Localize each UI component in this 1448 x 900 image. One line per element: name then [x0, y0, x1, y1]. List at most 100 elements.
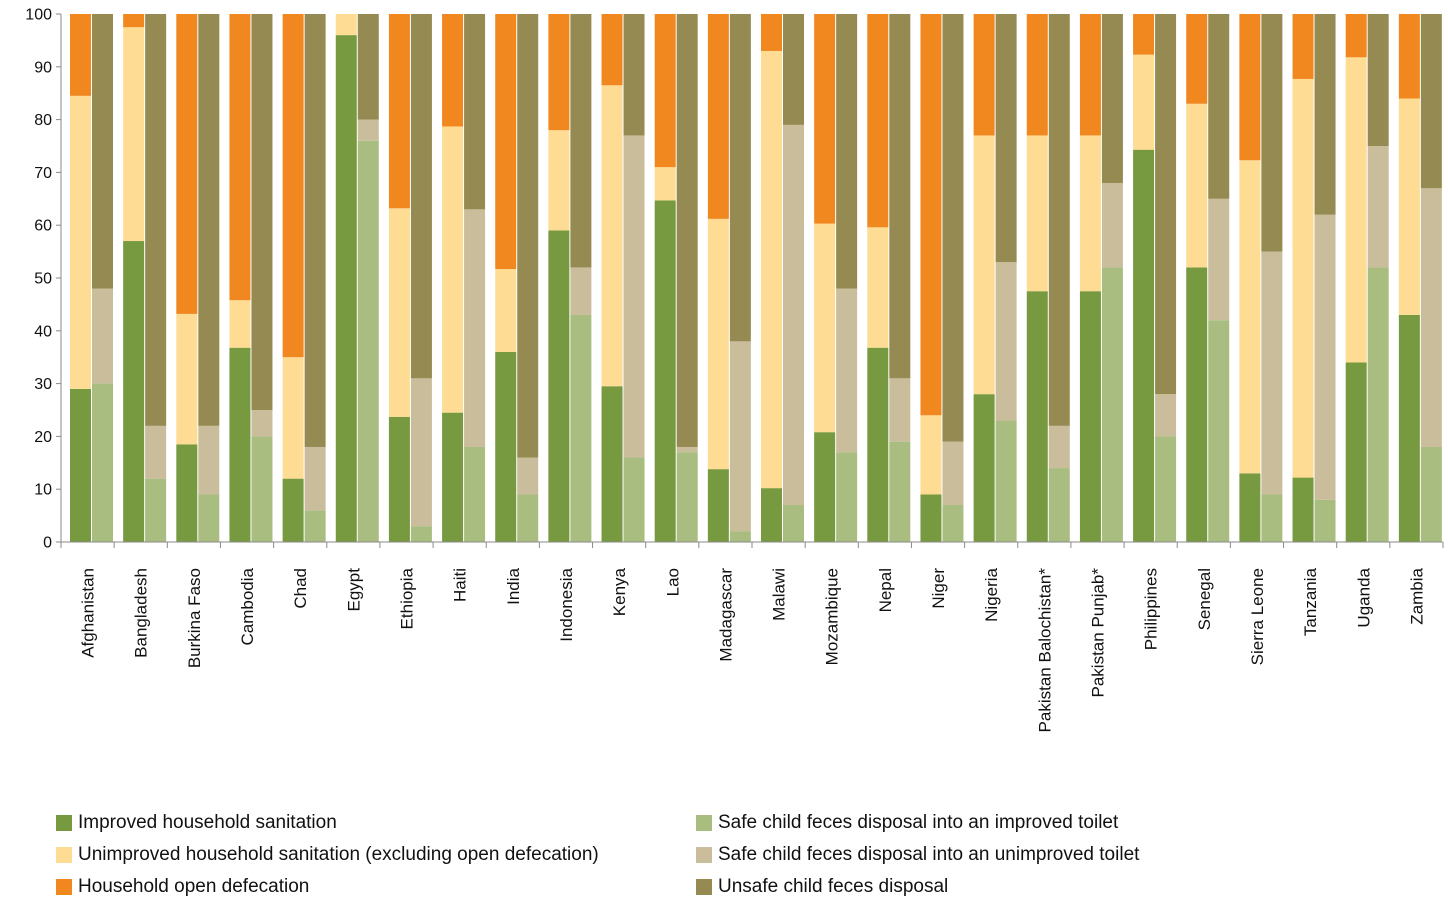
disposal-bar-uganda-unsafe-child-feces-disposal [1367, 14, 1389, 146]
household-bar-cambodia-household-open-defecation [229, 14, 251, 301]
household-bar-afghanistan-unimproved-household-sanitation-excluding-open-defecation [70, 95, 91, 389]
disposal-bar-madagascar-safe-child-feces-disposal-into-an-unimproved-toilet [729, 341, 751, 532]
household-bar-malawi-unimproved-household-sanitation-excluding-open-defecation [761, 50, 782, 489]
household-bar-nepal-improved-household-sanitation [867, 347, 889, 542]
x-category-label-philippines: Philippines [1142, 568, 1161, 650]
household-bar-pakistan-balochistan-unimproved-household-sanitation-excluding-open-defecation [1026, 135, 1048, 292]
y-tick-label: 90 [34, 59, 52, 76]
axes-layer [56, 13, 1444, 548]
disposal-bar-chad-unsafe-child-feces-disposal [304, 14, 326, 447]
household-bar-kenya-improved-household-sanitation [601, 386, 623, 542]
legend-label: Safe child feces disposal into an unimpr… [718, 844, 1140, 865]
disposal-bar-senegal-safe-child-feces-disposal-into-an-improved-toilet [1208, 320, 1230, 542]
household-bar-indonesia-unimproved-household-sanitation-excluding-open-defecation [548, 130, 570, 231]
household-bar-sierra-leone-household-open-defecation [1239, 14, 1261, 161]
disposal-bar-tanzania-safe-child-feces-disposal-into-an-improved-toilet [1314, 499, 1336, 542]
household-bar-bangladesh-improved-household-sanitation [123, 241, 145, 543]
x-category-label-madagascar: Madagascar [716, 568, 735, 662]
disposal-bar-bangladesh-safe-child-feces-disposal-into-an-unimproved-toilet [145, 425, 167, 479]
household-bar-philippines-unimproved-household-sanitation-excluding-open-defecation [1133, 54, 1155, 150]
household-bar-egypt-improved-household-sanitation [335, 35, 357, 543]
household-bar-lao-improved-household-sanitation [654, 200, 676, 542]
disposal-bar-uganda-safe-child-feces-disposal-into-an-unimproved-toilet [1367, 146, 1389, 268]
household-bar-chad-improved-household-sanitation [282, 478, 304, 542]
household-bar-chad-household-open-defecation [282, 14, 304, 358]
x-category-label-malawi: Malawi [770, 568, 789, 621]
legend-item-household-open-defecation: Household open defecation [56, 874, 309, 900]
household-bar-haiti-unimproved-household-sanitation-excluding-open-defecation [442, 126, 464, 413]
x-category-label-senegal: Senegal [1195, 568, 1214, 630]
legend-item-unsafe-disposal: Unsafe child feces disposal [696, 874, 948, 900]
legend-swatch [696, 815, 712, 831]
disposal-bar-burkina-faso-safe-child-feces-disposal-into-an-improved-toilet [198, 494, 220, 542]
disposal-bar-ethiopia-safe-child-feces-disposal-into-an-improved-toilet [410, 526, 432, 542]
disposal-bar-tanzania-safe-child-feces-disposal-into-an-unimproved-toilet [1314, 214, 1336, 500]
disposal-bar-tanzania-unsafe-child-feces-disposal [1314, 14, 1336, 215]
household-bar-tanzania-unimproved-household-sanitation-excluding-open-defecation [1292, 78, 1314, 478]
household-bar-kenya-unimproved-household-sanitation-excluding-open-defecation [601, 85, 623, 387]
y-tick-label: 50 [34, 271, 52, 288]
disposal-bar-mozambique-safe-child-feces-disposal-into-an-improved-toilet [836, 452, 858, 542]
household-bar-nigeria-improved-household-sanitation [973, 394, 995, 542]
disposal-bar-pakistan-balochistan-unsafe-child-feces-disposal [1048, 14, 1070, 426]
y-tick-label: 80 [34, 112, 52, 129]
household-bar-senegal-household-open-defecation [1186, 14, 1208, 104]
legend-swatch [696, 847, 712, 863]
household-bar-kenya-household-open-defecation [601, 14, 623, 86]
legend-swatch [56, 847, 72, 863]
household-bar-afghanistan-household-open-defecation [70, 14, 91, 96]
bars-layer [70, 14, 1442, 543]
disposal-bar-sierra-leone-safe-child-feces-disposal-into-an-improved-toilet [1261, 494, 1283, 542]
y-tick-label: 10 [34, 482, 52, 499]
household-bar-afghanistan-improved-household-sanitation [70, 388, 91, 542]
disposal-bar-afghanistan-safe-child-feces-disposal-into-an-unimproved-toilet [92, 288, 113, 384]
x-category-label-cambodia: Cambodia [238, 567, 257, 645]
x-category-label-egypt: Egypt [344, 568, 363, 612]
disposal-bar-niger-unsafe-child-feces-disposal [942, 14, 964, 442]
household-bar-cambodia-unimproved-household-sanitation-excluding-open-defecation [229, 300, 251, 348]
household-bar-ethiopia-household-open-defecation [388, 14, 410, 209]
disposal-bar-mozambique-safe-child-feces-disposal-into-an-unimproved-toilet [836, 288, 858, 453]
disposal-bar-haiti-unsafe-child-feces-disposal [464, 14, 486, 210]
x-category-label-bangladesh: Bangladesh [132, 568, 151, 658]
y-tick-label: 100 [25, 7, 52, 24]
x-category-label-sierra-leone: Sierra Leone [1248, 568, 1267, 665]
disposal-bar-nepal-safe-child-feces-disposal-into-an-improved-toilet [889, 441, 911, 542]
disposal-bar-chad-safe-child-feces-disposal-into-an-unimproved-toilet [304, 446, 326, 511]
household-bar-sierra-leone-improved-household-sanitation [1239, 473, 1261, 542]
household-bar-uganda-improved-household-sanitation [1345, 362, 1367, 542]
household-bar-ethiopia-improved-household-sanitation [388, 416, 410, 542]
disposal-bar-senegal-safe-child-feces-disposal-into-an-unimproved-toilet [1208, 198, 1230, 321]
disposal-bar-kenya-unsafe-child-feces-disposal [623, 14, 645, 136]
household-bar-tanzania-household-open-defecation [1292, 14, 1314, 79]
legend: Improved household sanitation Unimproved… [56, 810, 1436, 898]
disposal-bar-haiti-safe-child-feces-disposal-into-an-improved-toilet [464, 446, 486, 542]
disposal-bar-chad-safe-child-feces-disposal-into-an-improved-toilet [304, 510, 326, 542]
disposal-bar-egypt-safe-child-feces-disposal-into-an-unimproved-toilet [357, 119, 379, 141]
disposal-bar-malawi-safe-child-feces-disposal-into-an-improved-toilet [783, 505, 804, 542]
x-category-label-burkina-faso: Burkina Faso [185, 568, 204, 668]
x-category-label-zambia: Zambia [1407, 567, 1426, 624]
household-bar-senegal-improved-household-sanitation [1186, 267, 1208, 542]
disposal-bar-burkina-faso-unsafe-child-feces-disposal [198, 14, 220, 426]
household-bar-madagascar-unimproved-household-sanitation-excluding-open-defecation [707, 218, 729, 470]
household-bar-pakistan-punjab-improved-household-sanitation [1079, 291, 1101, 542]
disposal-bar-uganda-safe-child-feces-disposal-into-an-improved-toilet [1367, 267, 1389, 542]
household-bar-pakistan-punjab-household-open-defecation [1079, 14, 1101, 136]
household-bar-pakistan-punjab-unimproved-household-sanitation-excluding-open-defecation [1079, 135, 1101, 292]
disposal-bar-lao-safe-child-feces-disposal-into-an-unimproved-toilet [676, 446, 698, 453]
household-bar-pakistan-balochistan-household-open-defecation [1026, 14, 1048, 136]
y-tick-label: 70 [34, 165, 52, 182]
household-bar-lao-unimproved-household-sanitation-excluding-open-defecation [654, 167, 676, 201]
y-tick-label: 20 [34, 429, 52, 446]
legend-item-safe-disposal-improved-toilet: Safe child feces disposal into an improv… [696, 810, 1118, 836]
household-bar-madagascar-household-open-defecation [707, 14, 729, 219]
disposal-bar-indonesia-safe-child-feces-disposal-into-an-unimproved-toilet [570, 267, 592, 315]
household-bar-mozambique-household-open-defecation [814, 14, 836, 224]
disposal-bar-egypt-safe-child-feces-disposal-into-an-improved-toilet [357, 140, 379, 542]
household-bar-ethiopia-unimproved-household-sanitation-excluding-open-defecation [388, 208, 410, 417]
disposal-bar-india-safe-child-feces-disposal-into-an-improved-toilet [517, 494, 539, 542]
household-bar-niger-household-open-defecation [920, 14, 942, 416]
x-category-label-afghanistan: Afghanistan [79, 568, 98, 658]
disposal-bar-indonesia-safe-child-feces-disposal-into-an-improved-toilet [570, 314, 592, 542]
